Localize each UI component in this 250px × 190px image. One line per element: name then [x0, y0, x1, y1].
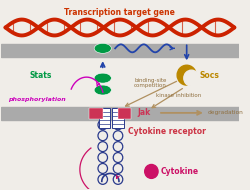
Circle shape — [145, 165, 158, 178]
Ellipse shape — [94, 43, 111, 53]
Bar — [90, 108, 103, 119]
Text: degradation: degradation — [208, 110, 244, 115]
Circle shape — [177, 65, 196, 85]
Ellipse shape — [94, 73, 111, 83]
Text: binding-site
competition: binding-site competition — [134, 78, 167, 89]
Text: Cytokine receptor: Cytokine receptor — [128, 127, 206, 136]
Text: kinase inhibition: kinase inhibition — [156, 93, 202, 98]
Bar — [1, 113, 239, 120]
Bar — [1, 50, 239, 57]
Bar — [118, 108, 131, 119]
Bar — [99, 108, 110, 128]
Text: Jak: Jak — [137, 108, 150, 117]
Bar — [112, 108, 124, 128]
Text: phosphorylation: phosphorylation — [8, 97, 66, 102]
Text: Socs: Socs — [199, 71, 219, 80]
Bar — [1, 44, 239, 51]
Text: Transcription target gene: Transcription target gene — [64, 8, 175, 17]
Bar — [1, 107, 239, 114]
Circle shape — [184, 70, 199, 86]
Text: Cytokine: Cytokine — [161, 167, 199, 176]
Ellipse shape — [94, 85, 111, 95]
Text: Stats: Stats — [29, 71, 52, 80]
